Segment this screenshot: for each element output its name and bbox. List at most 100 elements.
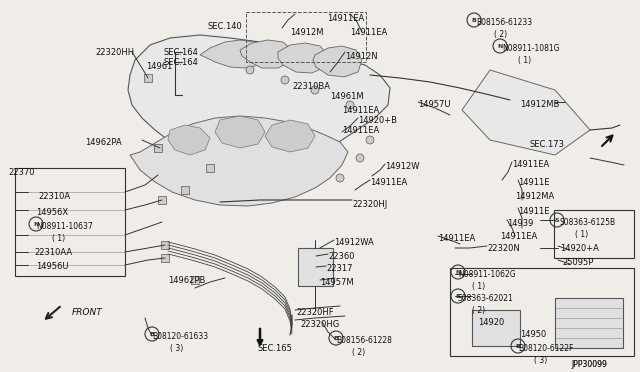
Bar bbox=[450, 268, 634, 356]
Text: B08156-61233: B08156-61233 bbox=[476, 18, 532, 27]
Text: 22317: 22317 bbox=[326, 264, 353, 273]
Text: ( 2): ( 2) bbox=[352, 348, 365, 357]
Text: B: B bbox=[150, 331, 154, 337]
Text: SEC.165: SEC.165 bbox=[258, 344, 293, 353]
Text: 14911EA: 14911EA bbox=[342, 126, 380, 135]
Text: 14911E: 14911E bbox=[518, 178, 550, 187]
Text: ( 1): ( 1) bbox=[472, 282, 485, 291]
Text: 14956X: 14956X bbox=[36, 208, 68, 217]
Text: 14957M: 14957M bbox=[320, 278, 354, 287]
Polygon shape bbox=[215, 116, 265, 148]
Text: B: B bbox=[472, 17, 476, 22]
Text: 14911EA: 14911EA bbox=[500, 232, 537, 241]
Text: S: S bbox=[456, 294, 460, 298]
Text: 22370: 22370 bbox=[8, 168, 35, 177]
Circle shape bbox=[346, 101, 354, 109]
Text: 14912WA: 14912WA bbox=[334, 238, 374, 247]
Text: 14920+B: 14920+B bbox=[358, 116, 397, 125]
Text: 14957U: 14957U bbox=[418, 100, 451, 109]
Bar bbox=[206, 164, 214, 172]
Text: JPP30099: JPP30099 bbox=[571, 360, 607, 369]
Text: 25095P: 25095P bbox=[562, 258, 593, 267]
Text: 14912W: 14912W bbox=[385, 162, 419, 171]
Text: SEC.173: SEC.173 bbox=[530, 140, 565, 149]
Text: ( 1): ( 1) bbox=[575, 230, 588, 239]
Text: JPP30099: JPP30099 bbox=[571, 360, 607, 369]
Text: 22360: 22360 bbox=[328, 252, 355, 261]
Polygon shape bbox=[278, 43, 328, 73]
Bar bbox=[154, 144, 162, 152]
Text: N: N bbox=[33, 221, 38, 227]
Polygon shape bbox=[130, 116, 348, 206]
Text: SEC.164: SEC.164 bbox=[163, 48, 198, 57]
Bar bbox=[158, 196, 166, 204]
Text: S08363-6125B: S08363-6125B bbox=[560, 218, 616, 227]
Text: SEC.140: SEC.140 bbox=[208, 22, 243, 31]
Text: 22310AA: 22310AA bbox=[34, 248, 72, 257]
Text: 14920+A: 14920+A bbox=[560, 244, 599, 253]
Polygon shape bbox=[240, 40, 292, 68]
Text: 22320HG: 22320HG bbox=[300, 320, 339, 329]
Text: N08911-10637: N08911-10637 bbox=[36, 222, 93, 231]
Text: B08156-61228: B08156-61228 bbox=[336, 336, 392, 345]
Text: 14956U: 14956U bbox=[36, 262, 68, 271]
Text: 22320HH: 22320HH bbox=[95, 48, 134, 57]
Text: N08911-1062G: N08911-1062G bbox=[458, 270, 516, 279]
Text: B08120-6122F: B08120-6122F bbox=[518, 344, 573, 353]
Bar bbox=[555, 298, 623, 348]
Text: 14962PB: 14962PB bbox=[168, 276, 205, 285]
Bar bbox=[298, 248, 333, 286]
Text: B: B bbox=[516, 343, 520, 349]
Text: N08911-1081G: N08911-1081G bbox=[502, 44, 559, 53]
Text: ( 1): ( 1) bbox=[52, 234, 65, 243]
Text: ( 2): ( 2) bbox=[494, 30, 507, 39]
Bar bbox=[144, 74, 152, 82]
Text: ( 1): ( 1) bbox=[518, 56, 531, 65]
Bar bbox=[246, 12, 366, 62]
Circle shape bbox=[311, 86, 319, 94]
Text: 14912M: 14912M bbox=[290, 28, 323, 37]
Bar bbox=[15, 168, 125, 276]
Text: 14911EA: 14911EA bbox=[438, 234, 476, 243]
Circle shape bbox=[366, 136, 374, 144]
Bar bbox=[472, 310, 520, 346]
Polygon shape bbox=[313, 46, 362, 77]
Circle shape bbox=[336, 174, 344, 182]
Text: N: N bbox=[455, 269, 461, 275]
Circle shape bbox=[246, 66, 254, 74]
Text: 14911EA: 14911EA bbox=[327, 14, 364, 23]
Text: 14961: 14961 bbox=[146, 62, 172, 71]
Circle shape bbox=[356, 154, 364, 162]
Text: 14939: 14939 bbox=[507, 219, 533, 228]
Text: 14962PA: 14962PA bbox=[85, 138, 122, 147]
Circle shape bbox=[281, 76, 289, 84]
Text: 14911EA: 14911EA bbox=[512, 160, 549, 169]
Text: SEC.164: SEC.164 bbox=[163, 58, 198, 67]
Polygon shape bbox=[128, 35, 390, 172]
Polygon shape bbox=[168, 125, 210, 155]
Text: ( 3): ( 3) bbox=[170, 344, 183, 353]
Text: 14912MA: 14912MA bbox=[515, 192, 554, 201]
Text: 22320HJ: 22320HJ bbox=[352, 200, 387, 209]
Text: 14950: 14950 bbox=[520, 330, 547, 339]
Text: ( 3): ( 3) bbox=[534, 356, 547, 365]
Text: B08120-61633: B08120-61633 bbox=[152, 332, 208, 341]
Bar bbox=[181, 186, 189, 194]
Text: 14911EA: 14911EA bbox=[342, 106, 380, 115]
Text: 22310BA: 22310BA bbox=[292, 82, 330, 91]
Polygon shape bbox=[462, 70, 590, 155]
Text: 14911EA: 14911EA bbox=[370, 178, 407, 187]
Text: 22320N: 22320N bbox=[487, 244, 520, 253]
Bar bbox=[191, 276, 199, 284]
Text: FRONT: FRONT bbox=[72, 308, 103, 317]
Polygon shape bbox=[200, 40, 268, 68]
Text: ( 2): ( 2) bbox=[472, 306, 485, 315]
Bar bbox=[161, 254, 169, 262]
Text: 14911E: 14911E bbox=[518, 207, 550, 216]
Bar bbox=[554, 210, 634, 258]
Text: 14912N: 14912N bbox=[345, 52, 378, 61]
Text: 14920: 14920 bbox=[478, 318, 504, 327]
Text: S08363-62021: S08363-62021 bbox=[458, 294, 514, 303]
Text: 14911EA: 14911EA bbox=[350, 28, 387, 37]
Text: S: S bbox=[555, 218, 559, 222]
